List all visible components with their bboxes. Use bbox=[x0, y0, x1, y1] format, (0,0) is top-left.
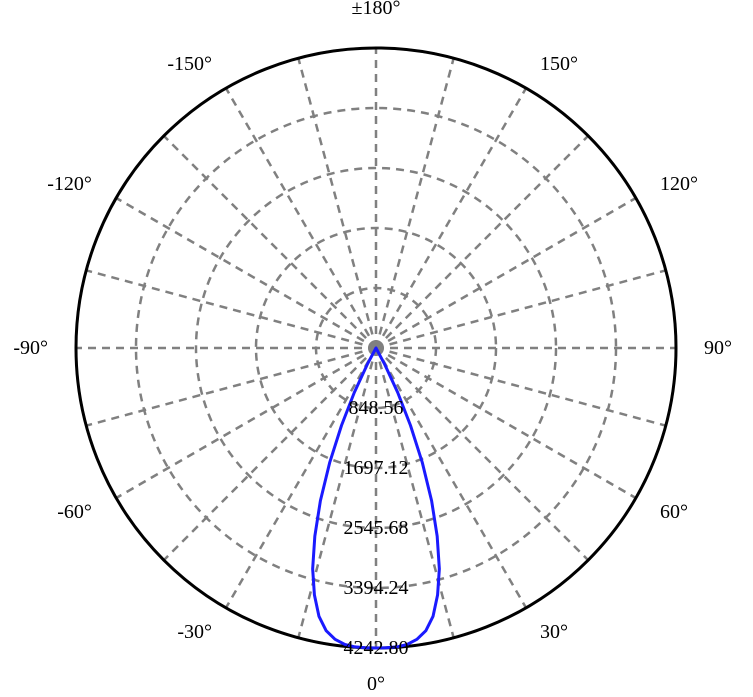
grid-spoke bbox=[376, 348, 666, 426]
radial-tick-label: 1697.12 bbox=[344, 457, 409, 479]
angle-label: -120° bbox=[47, 173, 92, 195]
angle-label: 120° bbox=[660, 173, 698, 195]
grid-spoke bbox=[298, 58, 376, 348]
grid-spoke bbox=[376, 58, 454, 348]
angle-label: -150° bbox=[167, 53, 212, 75]
angle-label: 30° bbox=[540, 621, 568, 643]
grid-spoke bbox=[376, 270, 666, 348]
grid-spoke bbox=[376, 198, 636, 348]
angle-label: -90° bbox=[13, 337, 48, 359]
angle-label: 0° bbox=[367, 673, 385, 695]
angle-label: 60° bbox=[660, 501, 688, 523]
grid-spoke bbox=[376, 136, 588, 348]
grid-spoke bbox=[164, 136, 376, 348]
grid-spoke bbox=[116, 348, 376, 498]
angle-label: -30° bbox=[177, 621, 212, 643]
angle-label: ±180° bbox=[352, 0, 401, 19]
radial-tick-label: 4242.80 bbox=[344, 637, 409, 659]
grid-spoke bbox=[376, 88, 526, 348]
polar-chart: 848.56 1697.12 2545.68 3394.24 4242.80 0° 30° 6… bbox=[0, 0, 753, 697]
grid-spoke bbox=[226, 88, 376, 348]
grid-spoke bbox=[116, 198, 376, 348]
radial-tick-label: 3394.24 bbox=[344, 577, 409, 599]
grid-spoke bbox=[86, 270, 376, 348]
grid-spoke bbox=[376, 348, 636, 498]
angle-label: -60° bbox=[57, 501, 92, 523]
radial-tick-label: 2545.68 bbox=[344, 517, 409, 539]
angle-label: 90° bbox=[704, 337, 732, 359]
radial-tick-label: 848.56 bbox=[349, 397, 404, 419]
angle-label: 150° bbox=[540, 53, 578, 75]
grid-spoke bbox=[86, 348, 376, 426]
